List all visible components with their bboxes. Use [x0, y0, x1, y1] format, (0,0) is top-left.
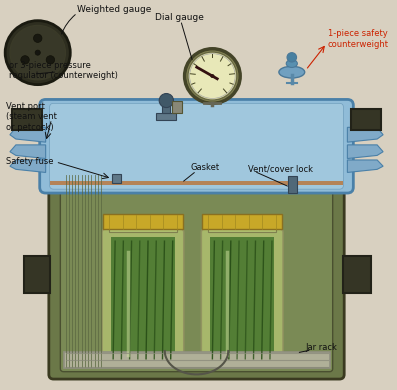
Circle shape [211, 74, 214, 78]
Circle shape [35, 50, 40, 55]
Ellipse shape [286, 60, 297, 67]
Polygon shape [343, 257, 371, 293]
Text: Vent/cover lock: Vent/cover lock [248, 164, 313, 174]
FancyBboxPatch shape [102, 229, 184, 366]
Circle shape [46, 56, 55, 64]
Bar [111, 237, 175, 359]
Bar [50, 181, 343, 185]
Circle shape [287, 53, 297, 62]
Text: or 3-piece pressure
regulator (counterweight): or 3-piece pressure regulator (counterwe… [9, 60, 118, 80]
Circle shape [33, 34, 42, 43]
Polygon shape [347, 127, 383, 142]
Bar [64, 352, 330, 368]
Circle shape [10, 25, 66, 80]
Text: Dial gauge: Dial gauge [155, 13, 204, 22]
Polygon shape [10, 160, 46, 172]
Circle shape [21, 56, 29, 64]
Text: 1-piece safety
counterweight: 1-piece safety counterweight [328, 29, 389, 49]
Polygon shape [10, 127, 46, 142]
Polygon shape [351, 109, 381, 130]
Bar [156, 113, 176, 120]
Bar [288, 176, 297, 193]
Text: Gasket: Gasket [191, 163, 220, 172]
Bar [109, 226, 177, 232]
Circle shape [190, 54, 235, 98]
Circle shape [188, 52, 237, 100]
FancyBboxPatch shape [40, 99, 353, 193]
FancyBboxPatch shape [49, 155, 344, 379]
Bar [112, 174, 121, 183]
Polygon shape [24, 257, 50, 293]
Text: Weighted gauge: Weighted gauge [77, 5, 152, 14]
Bar [172, 101, 182, 113]
Bar [202, 215, 282, 229]
Text: Safety fuse: Safety fuse [6, 157, 53, 167]
Circle shape [159, 94, 173, 108]
Bar [103, 215, 183, 229]
FancyBboxPatch shape [201, 229, 283, 366]
FancyBboxPatch shape [50, 103, 343, 189]
Bar [210, 237, 274, 359]
Polygon shape [347, 145, 383, 158]
Polygon shape [12, 109, 42, 130]
Bar [208, 226, 276, 232]
Polygon shape [347, 160, 383, 172]
FancyBboxPatch shape [60, 163, 333, 372]
Bar [162, 103, 170, 113]
Ellipse shape [279, 66, 305, 78]
Polygon shape [10, 145, 46, 158]
Circle shape [5, 21, 70, 85]
Circle shape [185, 49, 240, 103]
Text: Jar rack: Jar rack [306, 342, 337, 352]
Text: Vent port
(steam vent
or petcock): Vent port (steam vent or petcock) [6, 102, 56, 132]
